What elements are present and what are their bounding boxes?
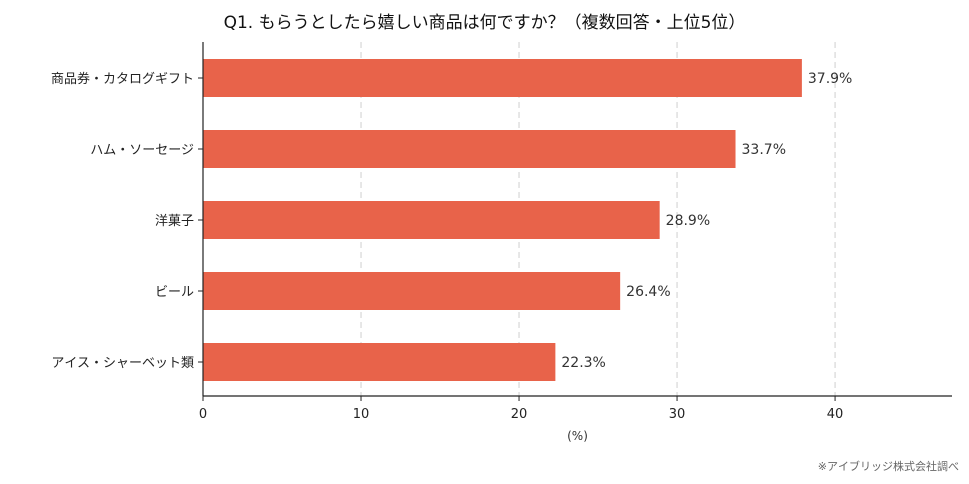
category-label: ハム・ソーセージ bbox=[90, 143, 194, 158]
x-tick-label: 0 bbox=[199, 407, 207, 422]
x-tick-label: 30 bbox=[669, 407, 686, 422]
bars bbox=[203, 59, 802, 381]
x-tick-label: 40 bbox=[827, 407, 844, 422]
bar bbox=[203, 343, 556, 381]
category-label: ビール bbox=[155, 285, 194, 300]
labels: 37.9% 商品券・カタログギフト 33.7% ハム・ソーセージ 28.9% 洋菓子 26.… bbox=[51, 71, 852, 443]
data-label: 33.7% bbox=[742, 142, 786, 158]
x-tick-label: 20 bbox=[511, 407, 528, 422]
axes bbox=[198, 42, 952, 401]
data-label: 28.9% bbox=[666, 213, 710, 229]
grid-lines bbox=[360, 42, 836, 396]
category-label: アイス・シャーベット類 bbox=[51, 356, 194, 371]
category-label: 商品券・カタログギフト bbox=[51, 71, 194, 87]
chart-title: Q1. もらうとしたら嬉しい商品は何ですか？（複数回答・上位5位） bbox=[223, 13, 746, 33]
x-tick-label: 10 bbox=[353, 407, 370, 422]
category-label: 洋菓子 bbox=[155, 214, 194, 229]
x-axis-label: (%) bbox=[567, 429, 588, 443]
bar bbox=[203, 59, 802, 97]
data-label: 22.3% bbox=[561, 355, 605, 371]
bar bbox=[203, 272, 621, 310]
bar bbox=[203, 130, 736, 168]
source-note: ※アイブリッジ株式会社調べ bbox=[817, 460, 959, 473]
data-label: 26.4% bbox=[626, 284, 670, 300]
bar bbox=[203, 201, 660, 239]
data-label: 37.9% bbox=[808, 71, 852, 87]
